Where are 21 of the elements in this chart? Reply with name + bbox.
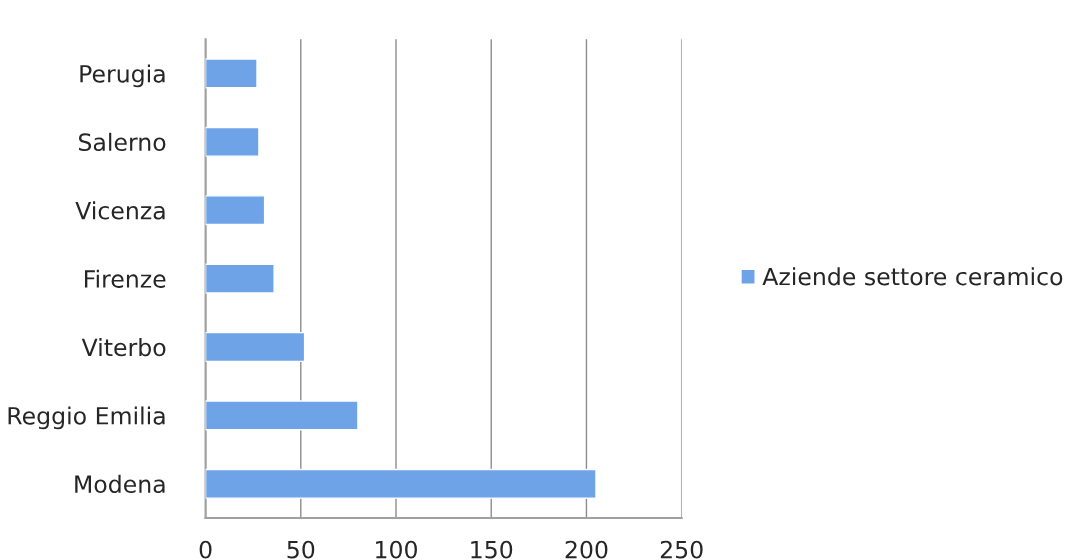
- y-tick-label: Salerno: [79, 132, 166, 152]
- y-tick-label: Firenze: [84, 269, 166, 288]
- x-tick-label: 0: [199, 540, 212, 559]
- x-tick-label: 250: [660, 540, 703, 559]
- x-tick-label: 150: [471, 540, 513, 559]
- y-tick-label: Modena: [75, 474, 165, 494]
- y-tick-label: Reggio Emilia: [8, 406, 165, 430]
- bar: [205, 468, 597, 499]
- bar: [205, 58, 258, 89]
- bar: [205, 263, 275, 294]
- bar: [205, 400, 359, 431]
- x-tick-label: 200: [565, 540, 608, 559]
- y-tick-label: Vicenza: [75, 201, 165, 220]
- y-tick-label: Viterbo: [81, 338, 166, 357]
- y-tick-label: Perugia: [80, 64, 165, 88]
- x-tick-label: 100: [376, 540, 417, 559]
- bar: [205, 195, 266, 226]
- bar: [205, 331, 306, 363]
- x-tick-label: 50: [287, 540, 315, 559]
- bar: [205, 126, 260, 157]
- legend-label: Aziende settore ceramico: [762, 267, 1063, 286]
